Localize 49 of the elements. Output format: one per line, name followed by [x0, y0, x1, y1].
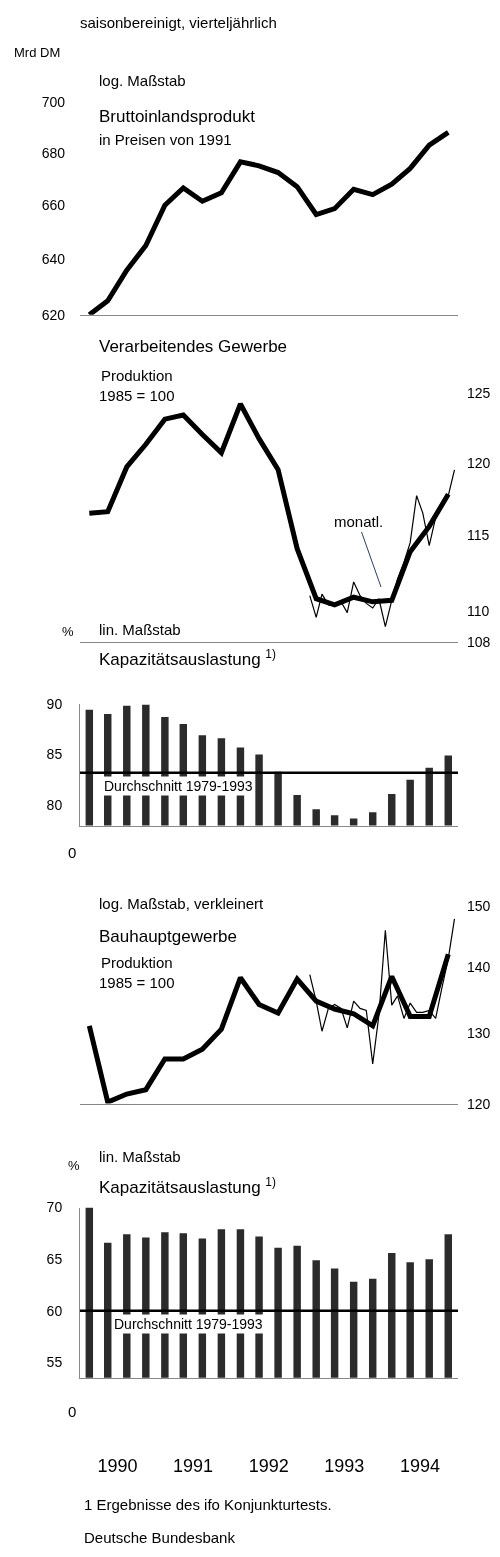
- y2-tick-label: 108: [467, 634, 491, 651]
- y2-tick-label: 110: [467, 603, 490, 619]
- y-tick-label: 640: [41, 251, 66, 268]
- text: lin. Maßstab: [99, 1148, 181, 1165]
- chart-title: Verarbeitendes Gewerbe: [99, 337, 288, 356]
- y2-tick-label: 140: [467, 958, 491, 975]
- x-tick-label: 1992: [248, 1456, 289, 1477]
- chart-title: Kapazitätsauslastung $^{1)}$: [99, 647, 276, 670]
- y2-tick-label: 115: [467, 527, 490, 544]
- text: Produktion 1985 = 100: [99, 954, 175, 991]
- text: Bauhauptgewerbe: [99, 927, 238, 946]
- y-tick-label: 65: [46, 1251, 63, 1268]
- chart-title: Bruttoinlandsprodukt: [99, 107, 256, 126]
- y-tick-label: 85: [46, 746, 63, 763]
- x-tick-label: 1993: [324, 1456, 365, 1477]
- text: Deutsche Bundesbank: [84, 1529, 236, 1546]
- text: 0: [68, 844, 77, 861]
- y-tick-label: 60: [46, 1302, 63, 1319]
- x-tick-label: 1994: [399, 1456, 440, 1477]
- annotation: lin. Maßstab: [99, 621, 181, 638]
- text: saisonbereinigt, vierteljährlich: [80, 14, 277, 31]
- y2-tick-label: 120: [467, 454, 491, 471]
- x-tick-label: 1990: [97, 1456, 138, 1477]
- text: 0: [68, 1403, 77, 1420]
- y-axis-title: %: [68, 1158, 80, 1173]
- text: log. Maßstab: [99, 72, 186, 89]
- ref-line-label: Durchschnitt 1979-1993: [104, 778, 253, 794]
- y-tick-label: 700: [41, 93, 66, 110]
- y-axis-title: Mrd DM: [14, 45, 61, 60]
- annotation: log. Maßstab, verkleinert: [99, 895, 265, 912]
- y-tick-label: 620: [41, 306, 66, 323]
- y-tick-label: 680: [41, 144, 66, 161]
- y-tick-label: 660: [41, 197, 66, 214]
- y-tick-label: 70: [46, 1199, 63, 1216]
- text: in Preisen von 1991: [99, 131, 232, 148]
- ref-line-label: Durchschnitt 1979-1993: [114, 1316, 263, 1332]
- chart-subtitle: Produktion 1985 = 100: [99, 367, 175, 404]
- y-tick-label: 55: [46, 1354, 63, 1371]
- chart-title: Kapazitätsauslastung $^{1)}$: [99, 1175, 276, 1198]
- y2-tick-label: 125: [467, 384, 491, 401]
- y2-tick-label: 150: [467, 897, 491, 914]
- y2-tick-label: 120: [467, 1095, 491, 1112]
- y-tick-label: 90: [46, 695, 63, 712]
- x-tick-label: 1991: [173, 1456, 214, 1477]
- y-axis-title: %: [62, 624, 74, 639]
- text: 1 Ergebnisse des ifo Konjunkturtests.: [84, 1496, 332, 1513]
- annotation: monatl.: [334, 513, 384, 530]
- y-tick-label: 80: [46, 797, 63, 814]
- y2-tick-label: 130: [467, 1024, 491, 1041]
